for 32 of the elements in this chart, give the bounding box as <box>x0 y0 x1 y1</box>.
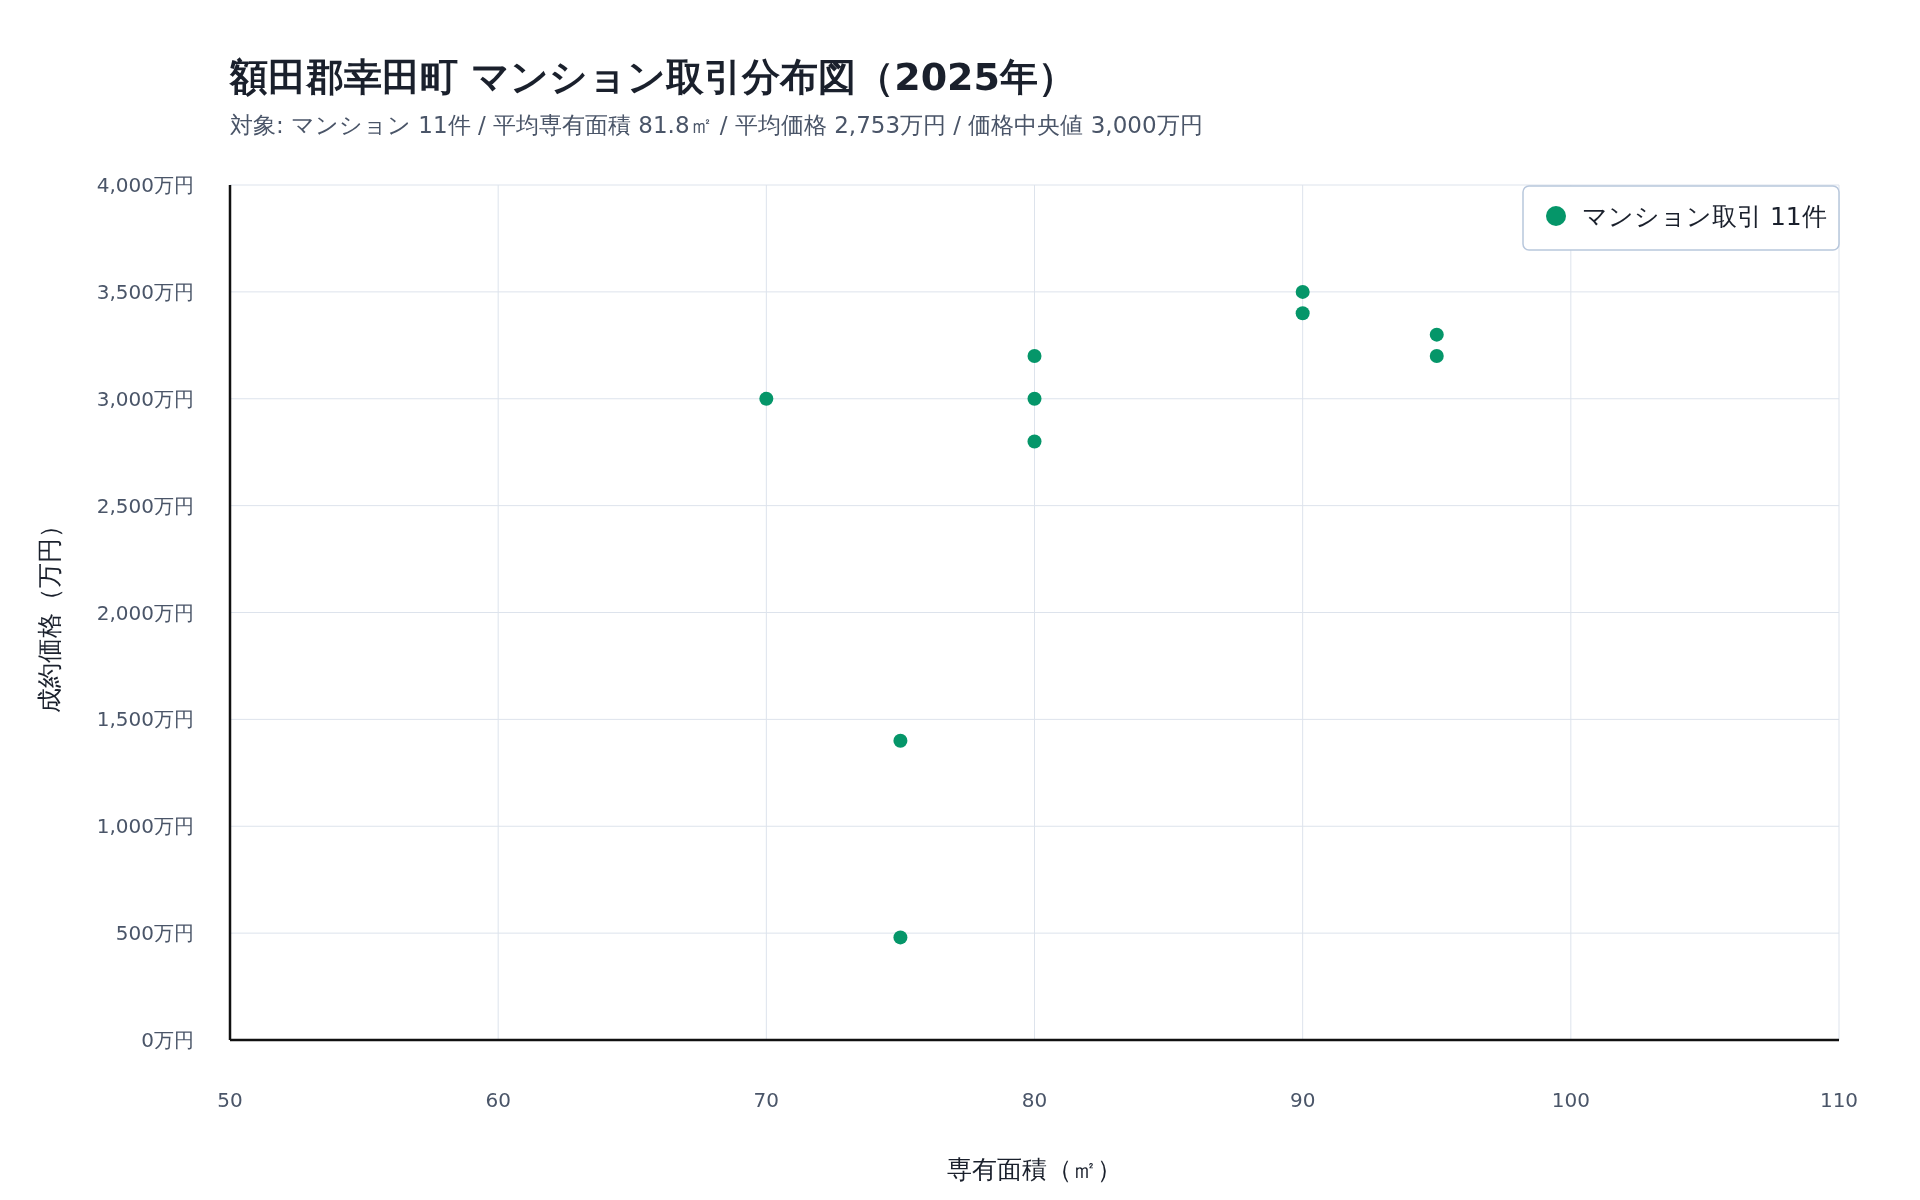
y-tick-label: 4,000万円 <box>96 173 194 197</box>
y-axis-title: 成約価格（万円） <box>35 512 64 713</box>
legend-label: マンション取引 11件 <box>1582 202 1827 231</box>
chart-subtitle: 対象: マンション 11件 / 平均専有面積 81.8㎡ / 平均価格 2,753万円 / 価格中央値 3,000万円 <box>230 112 1203 138</box>
y-tick-label: 3,000万円 <box>96 386 194 411</box>
point <box>1429 349 1444 363</box>
y-tick-label: 1,500万円 <box>96 707 194 732</box>
point <box>893 733 908 748</box>
y-tick-label: 2,000万円 <box>96 600 194 625</box>
point <box>1027 349 1042 363</box>
point <box>1027 391 1042 406</box>
point <box>893 930 908 945</box>
legend: マンション取引 11件 <box>1522 185 1840 251</box>
y-tick-label: 1,000万円 <box>96 814 194 839</box>
x-tick-label: 50 <box>217 1088 243 1112</box>
x-tick-label: 100 <box>1551 1088 1590 1112</box>
point <box>759 391 774 406</box>
y-tick-label: 0万円 <box>141 1028 194 1052</box>
y-tick-label: 3,500万円 <box>96 279 194 304</box>
x-tick-label: 110 <box>1819 1088 1859 1112</box>
chart-title: 額田郡幸田町 マンション取引分布図（2025年） <box>228 55 1076 99</box>
point <box>1295 284 1310 299</box>
x-tick-label: 80 <box>1021 1088 1048 1112</box>
x-tick-label: 60 <box>485 1088 511 1112</box>
y-tick-label: 2,500万円 <box>96 493 194 518</box>
x-tick-label: 70 <box>753 1088 780 1112</box>
y-tick-label: 500万円 <box>115 921 194 946</box>
point <box>1295 306 1310 321</box>
point <box>1429 327 1444 342</box>
x-axis-title: 専有面積（㎡） <box>947 1155 1122 1184</box>
x-tick-label: 90 <box>1289 1088 1316 1112</box>
point <box>1027 434 1042 449</box>
